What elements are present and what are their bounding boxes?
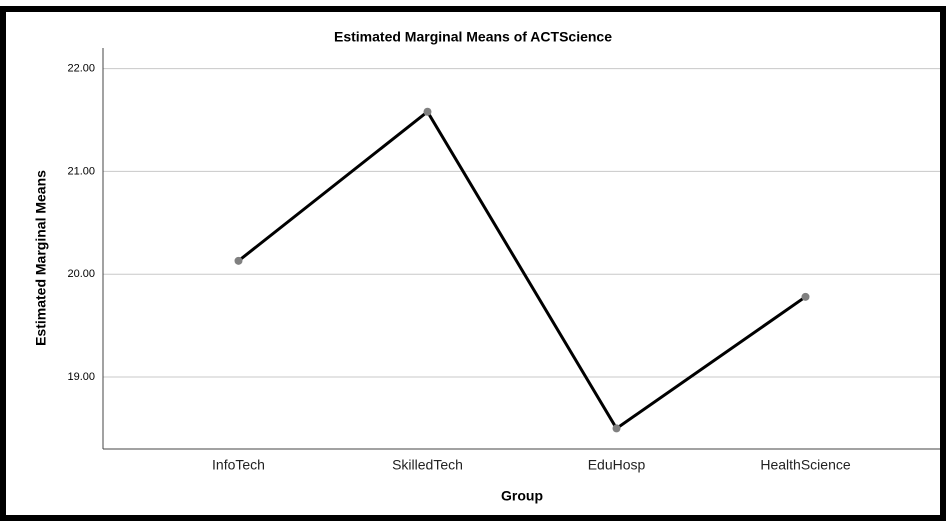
x-tick-label: HealthScience (760, 457, 850, 473)
x-tick-label: EduHosp (588, 457, 646, 473)
point (801, 292, 810, 301)
point (423, 107, 432, 116)
x-tick-label: SkilledTech (392, 457, 463, 473)
y-tick-label: 21.00 (67, 165, 95, 177)
chart-title: Estimated Marginal Means of ACTScience (334, 29, 612, 45)
x-axis-label: Group (501, 488, 543, 504)
point (612, 424, 621, 433)
point (234, 256, 243, 265)
frame (0, 6, 946, 521)
y-tick-label: 20.00 (67, 268, 95, 280)
y-tick-label: 22.00 (67, 62, 95, 74)
series-line (237, 109, 807, 431)
y-tick-label: 19.00 (67, 371, 95, 383)
x-tick-label: InfoTech (212, 457, 265, 473)
y-axis-label: Estimated Marginal Means (33, 170, 49, 346)
